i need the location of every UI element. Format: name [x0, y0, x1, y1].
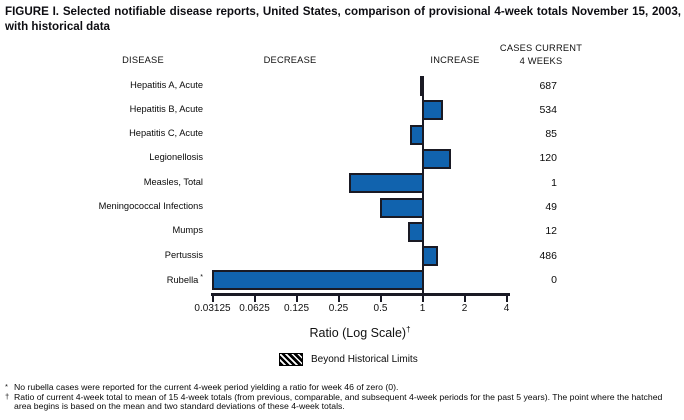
ratio-bar: [410, 124, 424, 145]
cases-value: 486: [539, 249, 557, 262]
column-header-cases-line2: 4 WEEKS: [519, 55, 563, 66]
legend: Beyond Historical Limits: [279, 353, 418, 366]
hatched-swatch-icon: [279, 353, 303, 366]
cases-value: 534: [539, 103, 557, 116]
footnote-text: Ratio of current 4-week total to mean of…: [14, 391, 663, 412]
column-header-increase: INCREASE: [430, 55, 480, 65]
disease-label: Legionellosis: [149, 152, 203, 163]
axis-tick-label: 0.5: [373, 303, 388, 314]
axis-tick: [505, 295, 508, 302]
axis-tick: [253, 295, 256, 302]
axis-tick-label: 0.0625: [239, 303, 270, 314]
axis-tick: [295, 295, 298, 302]
x-axis-label-text: Ratio (Log Scale): [309, 326, 407, 341]
footnote-asterisk: * No rubella cases were reported for the…: [5, 382, 679, 393]
disease-label: Hepatitis B, Acute: [129, 103, 203, 114]
asterisk-superscript: *: [198, 273, 203, 281]
column-header-cases: CASES CURRENT 4 WEEKS: [486, 42, 596, 67]
ratio-bar: [348, 173, 424, 194]
axis-tick: [421, 295, 424, 302]
footnote-marker: *: [5, 382, 8, 391]
axis-tick-label: 2: [461, 303, 468, 314]
column-header-cases-line1: CASES CURRENT: [499, 43, 583, 53]
axis-tick: [379, 295, 382, 302]
ratio-bar: [421, 100, 444, 121]
ratio-bar: [421, 148, 451, 169]
axis-tick-label: 0.125: [283, 303, 310, 314]
footnote-text: No rubella cases were reported for the c…: [14, 382, 399, 392]
legend-label: Beyond Historical Limits: [311, 354, 418, 365]
ratio-bar: [419, 76, 424, 96]
axis-tick: [211, 295, 214, 302]
dagger-superscript: †: [406, 325, 411, 334]
cases-value: 0: [551, 273, 557, 286]
axis-tick-label: 4: [503, 303, 510, 314]
footnotes: * No rubella cases were reported for the…: [5, 382, 679, 412]
disease-label: Mumps: [172, 225, 203, 236]
disease-label: Rubella *: [166, 273, 203, 285]
ratio-bar: [379, 197, 424, 218]
column-header-disease: DISEASE: [122, 55, 164, 65]
ratio-bar: [211, 270, 424, 291]
footnote-dagger: † Ratio of current 4-week total to mean …: [5, 391, 679, 412]
cases-value: 12: [545, 225, 557, 238]
figure-title: FIGURE I. Selected notifiable disease re…: [5, 5, 681, 33]
column-header-decrease: DECREASE: [263, 55, 317, 65]
x-axis-label: Ratio (Log Scale)†: [211, 325, 509, 340]
ratio-bar: [407, 221, 424, 242]
cases-value: 49: [545, 201, 557, 213]
disease-label: Hepatitis A, Acute: [130, 79, 203, 90]
axis-tick-label: 0.03125: [194, 303, 231, 314]
axis-tick: [463, 295, 466, 302]
disease-label: Measles, Total: [143, 176, 203, 187]
cases-value: 1: [551, 176, 557, 189]
disease-label: Hepatitis C, Acute: [129, 128, 203, 139]
cases-value: 120: [539, 152, 557, 165]
ratio-bar: [421, 246, 438, 267]
axis-tick: [337, 295, 340, 302]
axis-tick-label: 1: [419, 303, 426, 314]
cases-value: 687: [539, 79, 557, 92]
cases-value: 85: [545, 128, 557, 141]
x-axis-line: [211, 293, 510, 296]
disease-label: Pertussis: [164, 249, 203, 260]
disease-label: Meningococcal Infections: [98, 201, 203, 211]
axis-tick-label: 0.25: [328, 303, 349, 314]
footnote-marker: †: [5, 391, 10, 401]
